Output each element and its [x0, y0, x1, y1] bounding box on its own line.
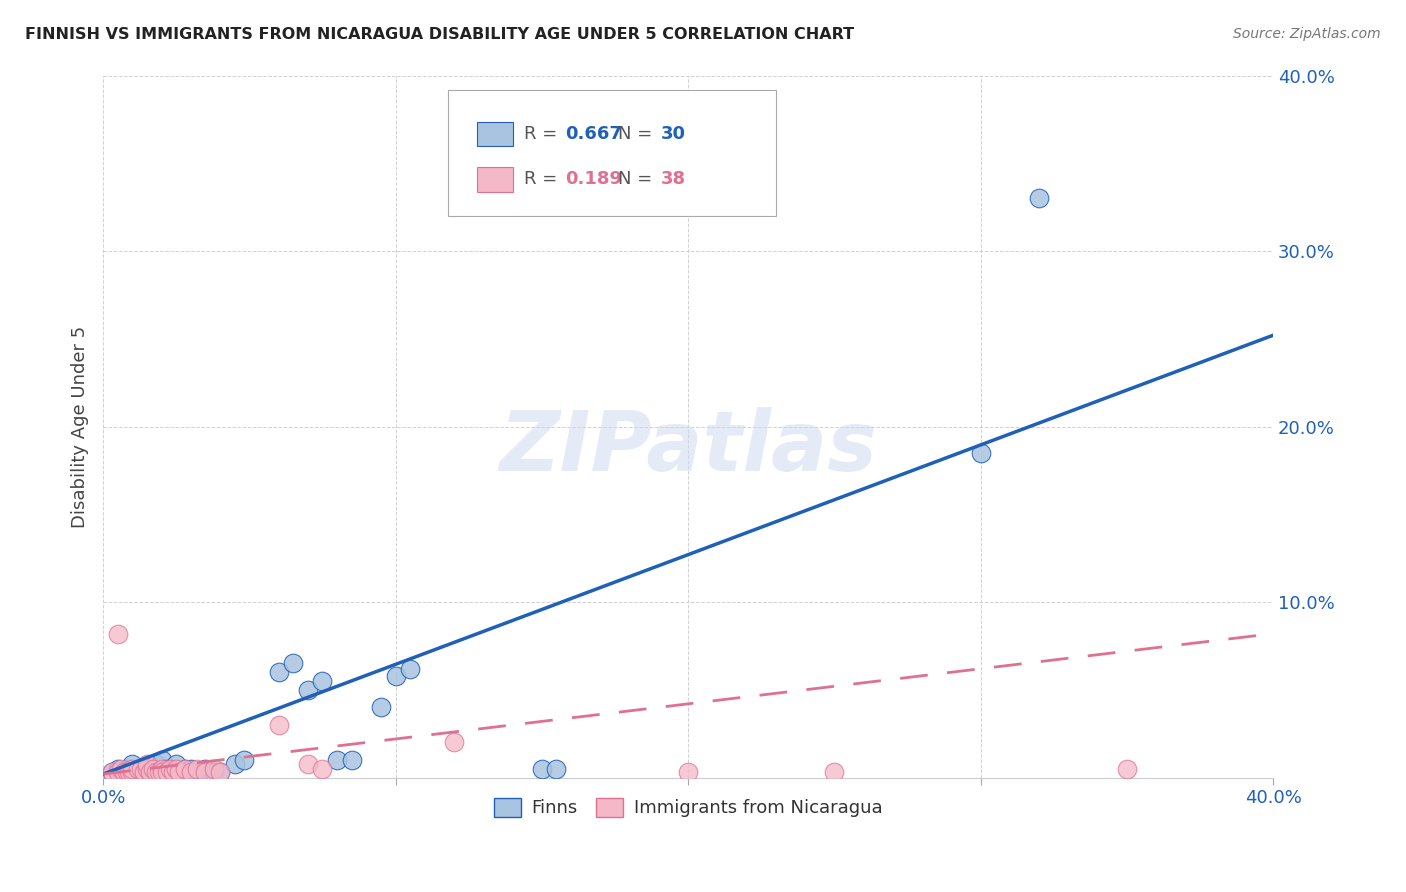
Point — [209, 765, 232, 780]
Point — [150, 753, 173, 767]
Text: 30: 30 — [661, 125, 686, 143]
Point — [136, 762, 159, 776]
Point — [194, 765, 217, 780]
Point — [150, 765, 173, 780]
Point — [165, 762, 187, 776]
Point — [139, 765, 162, 780]
Y-axis label: Disability Age Under 5: Disability Age Under 5 — [72, 326, 89, 528]
Point — [115, 762, 138, 776]
Point — [311, 762, 333, 776]
FancyBboxPatch shape — [449, 89, 776, 216]
Point — [132, 765, 155, 780]
Point — [112, 765, 135, 780]
FancyBboxPatch shape — [478, 167, 513, 192]
Point — [127, 762, 149, 776]
Point — [121, 762, 143, 776]
Point — [121, 765, 143, 780]
Point — [267, 665, 290, 680]
Text: N =: N = — [617, 170, 658, 188]
Point — [1115, 762, 1137, 776]
Point — [399, 662, 422, 676]
Point — [186, 762, 208, 776]
Point — [174, 762, 197, 776]
Text: 0.667: 0.667 — [565, 125, 621, 143]
Point — [676, 765, 699, 780]
Point — [136, 762, 159, 776]
Text: ZIPatlas: ZIPatlas — [499, 407, 877, 488]
Point — [174, 762, 197, 776]
Text: N =: N = — [617, 125, 658, 143]
Point — [194, 762, 217, 776]
Point — [443, 735, 465, 749]
Point — [145, 756, 167, 771]
Point — [232, 753, 254, 767]
Legend: Finns, Immigrants from Nicaragua: Finns, Immigrants from Nicaragua — [486, 791, 890, 825]
FancyBboxPatch shape — [478, 121, 513, 146]
Point — [101, 765, 124, 780]
Point — [107, 765, 129, 780]
Point — [167, 765, 190, 780]
Point — [297, 756, 319, 771]
Point — [180, 762, 202, 776]
Point — [224, 756, 246, 771]
Point — [107, 762, 129, 776]
Point — [148, 765, 170, 780]
Point — [115, 765, 138, 780]
Point — [110, 762, 132, 776]
Text: 0.189: 0.189 — [565, 170, 623, 188]
Point — [202, 765, 225, 780]
Point — [326, 753, 349, 767]
Point — [142, 762, 165, 776]
Point — [156, 762, 179, 776]
Point — [118, 765, 141, 780]
Text: FINNISH VS IMMIGRANTS FROM NICARAGUA DISABILITY AGE UNDER 5 CORRELATION CHART: FINNISH VS IMMIGRANTS FROM NICARAGUA DIS… — [25, 27, 855, 42]
Point — [311, 673, 333, 688]
Point — [107, 626, 129, 640]
Point — [127, 765, 149, 780]
Text: R =: R = — [524, 170, 564, 188]
Point — [150, 762, 173, 776]
Point — [1028, 191, 1050, 205]
Point — [159, 762, 181, 776]
Point — [384, 669, 406, 683]
Point — [180, 765, 202, 780]
Point — [202, 762, 225, 776]
Point — [340, 753, 363, 767]
Text: 38: 38 — [661, 170, 686, 188]
Point — [121, 756, 143, 771]
Point — [267, 718, 290, 732]
Text: R =: R = — [524, 125, 564, 143]
Point — [129, 762, 152, 776]
Point — [969, 446, 991, 460]
Point — [162, 765, 184, 780]
Text: Source: ZipAtlas.com: Source: ZipAtlas.com — [1233, 27, 1381, 41]
Point — [297, 682, 319, 697]
Point — [156, 765, 179, 780]
Point — [101, 765, 124, 780]
Point — [209, 765, 232, 780]
Point — [823, 765, 845, 780]
Point — [370, 700, 392, 714]
Point — [283, 657, 305, 671]
Point — [530, 762, 553, 776]
Point — [546, 762, 568, 776]
Point — [136, 756, 159, 771]
Point — [145, 765, 167, 780]
Point — [165, 756, 187, 771]
